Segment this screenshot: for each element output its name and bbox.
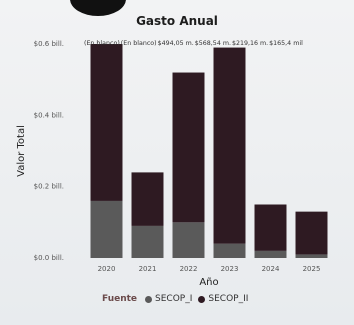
legend-swatch-secop-i (145, 295, 153, 303)
x-tick-label: 2023 (221, 265, 239, 273)
y-axis-label: Valor Total (16, 125, 27, 177)
bar-secop-ii-2022 (172, 72, 205, 223)
bar-secop-ii-2025 (295, 211, 328, 255)
bar-secop-ii-2023 (213, 47, 246, 244)
legend-item-secop-i[interactable]: SECOP_I (145, 294, 192, 304)
dark-overlay-shape (70, 0, 126, 16)
x-tick-label: 2020 (98, 265, 116, 273)
y-tick-label: $0.0 bill. (34, 254, 64, 262)
chart-title: Gasto Anual (136, 14, 218, 28)
bar-secop-ii-2024 (254, 204, 287, 251)
bar-secop-i-2024 (254, 250, 287, 258)
legend-title: Fuente (102, 294, 138, 304)
y-tick-label: $0.6 bill. (34, 40, 64, 48)
bar-total-label: $165,4 mil (269, 40, 303, 47)
legend-label-secop-ii: SECOP_II (208, 294, 249, 304)
legend-label-secop-i: SECOP_I (155, 294, 193, 304)
bar-secop-ii-2021 (131, 172, 164, 226)
bar-secop-i-2023 (213, 243, 246, 258)
bar-total-label: (En blanco) (121, 40, 157, 47)
x-axis-label: Año (199, 277, 218, 288)
x-tick-label: 2025 (303, 265, 321, 273)
y-tick-label: $0.2 bill. (34, 183, 64, 191)
legend: Fuente SECOP_I SECOP_II (102, 294, 248, 304)
bar-secop-i-2020 (90, 200, 123, 258)
bar-secop-i-2025 (295, 254, 328, 258)
legend-item-secop-ii[interactable]: SECOP_II (198, 294, 248, 304)
bar-secop-i-2022 (172, 222, 205, 258)
bar-total-label: $494,05 m. (158, 40, 194, 47)
bar-total-label: $568,54 m. (195, 40, 231, 47)
x-tick-label: 2024 (262, 265, 280, 273)
y-tick-label: $0.4 bill. (34, 111, 64, 119)
x-tick-label: 2022 (180, 265, 198, 273)
legend-swatch-secop-ii (198, 295, 206, 303)
bar-total-label: $219,16 m. (232, 40, 268, 47)
bar-secop-ii-2020 (90, 44, 123, 201)
x-tick-label: 2021 (139, 265, 157, 273)
bar-secop-i-2021 (131, 225, 164, 258)
bar-total-label: (En blanco) (84, 40, 120, 47)
